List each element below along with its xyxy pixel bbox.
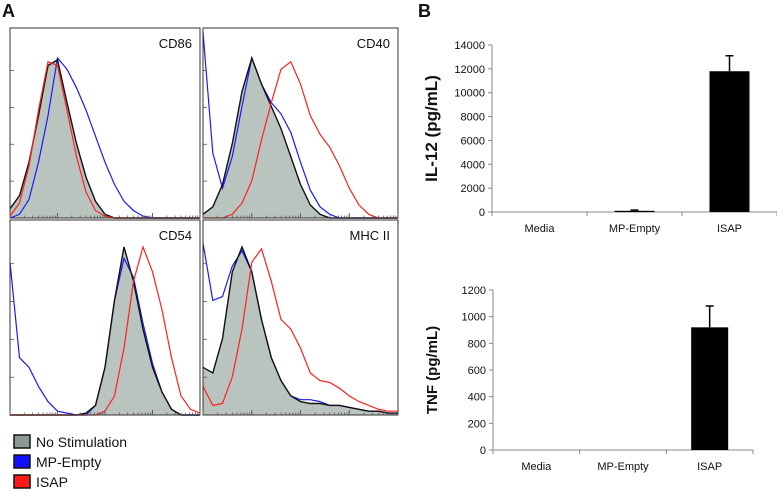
- y-tick-label: 0: [479, 207, 485, 219]
- no-stimulation-fill: [10, 59, 200, 219]
- legend-label: No Stimulation: [36, 434, 127, 450]
- y-tick-label: 200: [468, 418, 486, 430]
- legend-item-mp-empty: MP-Empty: [13, 454, 101, 470]
- y-tick-label: 12000: [454, 64, 485, 76]
- x-tick-label: Media: [525, 223, 556, 235]
- no-stimulation-fill: [203, 246, 398, 415]
- tnf-bar-chart: 0 200 400 600 800 1000 1200 Media MP-Empty ISAP TN…: [424, 285, 754, 473]
- y-tick-label: 400: [468, 392, 486, 404]
- isap-curve: [202, 247, 398, 412]
- x-tick-label: Media: [521, 461, 552, 473]
- y-axis-title: IL-12 (pg/mL): [422, 75, 441, 182]
- legend-label: ISAP: [36, 474, 68, 490]
- legend-item-isap: ISAP: [13, 474, 68, 490]
- x-tick-label: MP-Empty: [609, 223, 661, 235]
- y-tick-label: 600: [468, 365, 486, 377]
- bar-isap: [691, 327, 729, 450]
- panel-label-a: A: [2, 1, 15, 21]
- histogram-title: MHC II: [350, 228, 390, 243]
- legend: No Stimulation MP-Empty ISAP: [13, 434, 127, 490]
- y-tick-label: 8000: [461, 112, 485, 124]
- il12-bar-chart: 0 2000 4000 6000 8000 10000 12000 14000 Media MP-…: [422, 40, 777, 235]
- bar-isap: [709, 71, 750, 212]
- y-tick-label: 800: [468, 338, 486, 350]
- histogram-title: CD40: [357, 36, 390, 51]
- y-tick-label: 1200: [462, 285, 486, 297]
- histogram-cd54: CD54: [9, 219, 201, 416]
- legend-item-no-stimulation: No Stimulation: [13, 434, 127, 450]
- y-tick-label: 1000: [462, 312, 486, 324]
- y-tick-label: 14000: [454, 40, 485, 52]
- no-stimulation-fill: [203, 58, 398, 218]
- y-tick-label: 4000: [461, 159, 485, 171]
- histogram-panels: CD86 CD40 CD54 MHC II: [9, 27, 399, 416]
- x-tick-label: ISAP: [717, 223, 742, 235]
- legend-label: MP-Empty: [36, 454, 101, 470]
- no-stimulation-fill: [10, 246, 200, 415]
- legend-swatch-no-stimulation: [13, 434, 31, 449]
- legend-swatch-isap: [13, 474, 31, 489]
- y-tick-label: 2000: [461, 183, 485, 195]
- histogram-cd40: CD40: [202, 27, 399, 219]
- y-tick-label: 6000: [461, 135, 485, 147]
- y-tick-label: 10000: [454, 88, 485, 100]
- no-stimulation-curve: [202, 244, 398, 414]
- histogram-title: CD86: [159, 36, 192, 51]
- isap-curve: [203, 60, 398, 219]
- y-tick-label: 0: [480, 445, 486, 457]
- panel-label-b: B: [418, 1, 431, 21]
- bar-mp-empty: [614, 210, 655, 212]
- histogram-title: CD54: [159, 228, 192, 243]
- y-axis-title: TNF (pg/mL): [424, 326, 441, 414]
- histogram-cd86: CD86: [9, 27, 201, 219]
- x-tick-label: MP-Empty: [597, 461, 649, 473]
- x-tick-label: ISAP: [697, 461, 722, 473]
- legend-swatch-mp-empty: [13, 454, 31, 469]
- histogram-mhc-ii: MHC II: [202, 219, 399, 416]
